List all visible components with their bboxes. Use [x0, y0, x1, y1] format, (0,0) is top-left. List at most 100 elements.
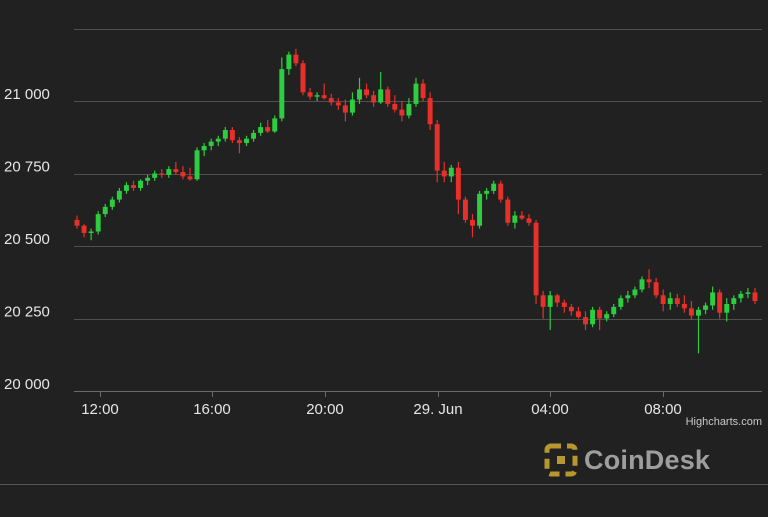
- candle[interactable]: [180, 166, 186, 180]
- candle[interactable]: [74, 215, 80, 229]
- candle[interactable]: [604, 311, 610, 322]
- candle[interactable]: [335, 98, 341, 110]
- candle[interactable]: [88, 228, 94, 241]
- candle[interactable]: [286, 51, 292, 75]
- candle[interactable]: [505, 196, 511, 226]
- candle[interactable]: [109, 196, 115, 210]
- candle[interactable]: [674, 293, 680, 307]
- candle[interactable]: [81, 224, 87, 238]
- candle[interactable]: [519, 211, 525, 220]
- candle[interactable]: [696, 306, 701, 354]
- candle[interactable]: [597, 306, 603, 331]
- candle[interactable]: [251, 130, 257, 142]
- candle[interactable]: [364, 83, 370, 99]
- candle[interactable]: [173, 161, 179, 175]
- candle[interactable]: [625, 290, 631, 303]
- candle[interactable]: [349, 92, 355, 116]
- candle[interactable]: [272, 115, 278, 133]
- candle[interactable]: [547, 290, 553, 331]
- candle[interactable]: [512, 211, 518, 229]
- candle[interactable]: [455, 161, 461, 215]
- candle[interactable]: [258, 122, 264, 136]
- candle[interactable]: [201, 143, 207, 157]
- candle[interactable]: [95, 211, 101, 235]
- candle[interactable]: [321, 83, 327, 100]
- candle[interactable]: [265, 119, 271, 133]
- candle[interactable]: [314, 92, 320, 101]
- candle[interactable]: [491, 180, 497, 194]
- candle[interactable]: [477, 190, 483, 229]
- candle[interactable]: [731, 295, 737, 310]
- candle[interactable]: [660, 289, 666, 312]
- candle-body: [392, 103, 398, 110]
- candle[interactable]: [533, 219, 539, 304]
- candle[interactable]: [307, 87, 313, 100]
- candle[interactable]: [441, 161, 447, 183]
- candle[interactable]: [561, 299, 567, 313]
- candle[interactable]: [399, 101, 405, 122]
- candle[interactable]: [420, 79, 426, 101]
- candle[interactable]: [342, 99, 348, 122]
- candle[interactable]: [427, 92, 433, 130]
- candle[interactable]: [554, 293, 560, 307]
- candle[interactable]: [710, 286, 716, 310]
- candle[interactable]: [138, 179, 144, 191]
- candle[interactable]: [131, 180, 136, 191]
- candle[interactable]: [568, 304, 574, 316]
- candle[interactable]: [229, 127, 235, 144]
- candle[interactable]: [123, 182, 129, 194]
- candle-body: [590, 309, 596, 325]
- candle[interactable]: [159, 169, 165, 178]
- candle[interactable]: [590, 306, 596, 328]
- candle[interactable]: [392, 95, 398, 113]
- candle[interactable]: [526, 214, 532, 226]
- candle[interactable]: [717, 289, 723, 319]
- candle[interactable]: [371, 90, 377, 107]
- candle[interactable]: [116, 188, 122, 203]
- candle[interactable]: [738, 290, 744, 303]
- candle[interactable]: [434, 119, 440, 183]
- candle[interactable]: [583, 311, 588, 331]
- candle[interactable]: [618, 295, 624, 310]
- candle[interactable]: [575, 306, 581, 319]
- candle[interactable]: [667, 292, 673, 310]
- candle[interactable]: [102, 203, 108, 217]
- candle[interactable]: [385, 86, 391, 107]
- candle[interactable]: [215, 135, 221, 146]
- candle[interactable]: [484, 188, 490, 200]
- candle[interactable]: [745, 288, 751, 299]
- candle[interactable]: [152, 170, 158, 181]
- candle[interactable]: [357, 77, 362, 104]
- candle[interactable]: [498, 180, 504, 203]
- candle[interactable]: [187, 167, 193, 181]
- candle[interactable]: [406, 98, 412, 119]
- candle[interactable]: [688, 301, 694, 320]
- candle[interactable]: [244, 135, 249, 146]
- candle[interactable]: [639, 276, 645, 293]
- candle[interactable]: [222, 127, 228, 142]
- candle[interactable]: [611, 304, 617, 318]
- candle[interactable]: [145, 174, 151, 186]
- candle[interactable]: [300, 60, 306, 96]
- candle[interactable]: [703, 302, 709, 315]
- candle[interactable]: [194, 147, 200, 181]
- highcharts-credits[interactable]: Highcharts.com: [685, 416, 762, 428]
- candle[interactable]: [413, 77, 419, 107]
- candle[interactable]: [448, 164, 454, 183]
- candle[interactable]: [328, 93, 334, 106]
- candle[interactable]: [166, 166, 172, 178]
- candle[interactable]: [653, 277, 659, 299]
- candle[interactable]: [279, 57, 285, 122]
- candle[interactable]: [632, 286, 638, 299]
- candle[interactable]: [378, 72, 384, 104]
- candle[interactable]: [646, 269, 652, 289]
- candle[interactable]: [236, 137, 242, 154]
- candle[interactable]: [208, 138, 214, 151]
- candle[interactable]: [752, 288, 758, 304]
- candle[interactable]: [293, 48, 299, 67]
- candle[interactable]: [724, 298, 730, 322]
- candle[interactable]: [470, 214, 475, 238]
- candle[interactable]: [462, 196, 468, 223]
- candle[interactable]: [681, 295, 687, 313]
- candle[interactable]: [540, 290, 546, 319]
